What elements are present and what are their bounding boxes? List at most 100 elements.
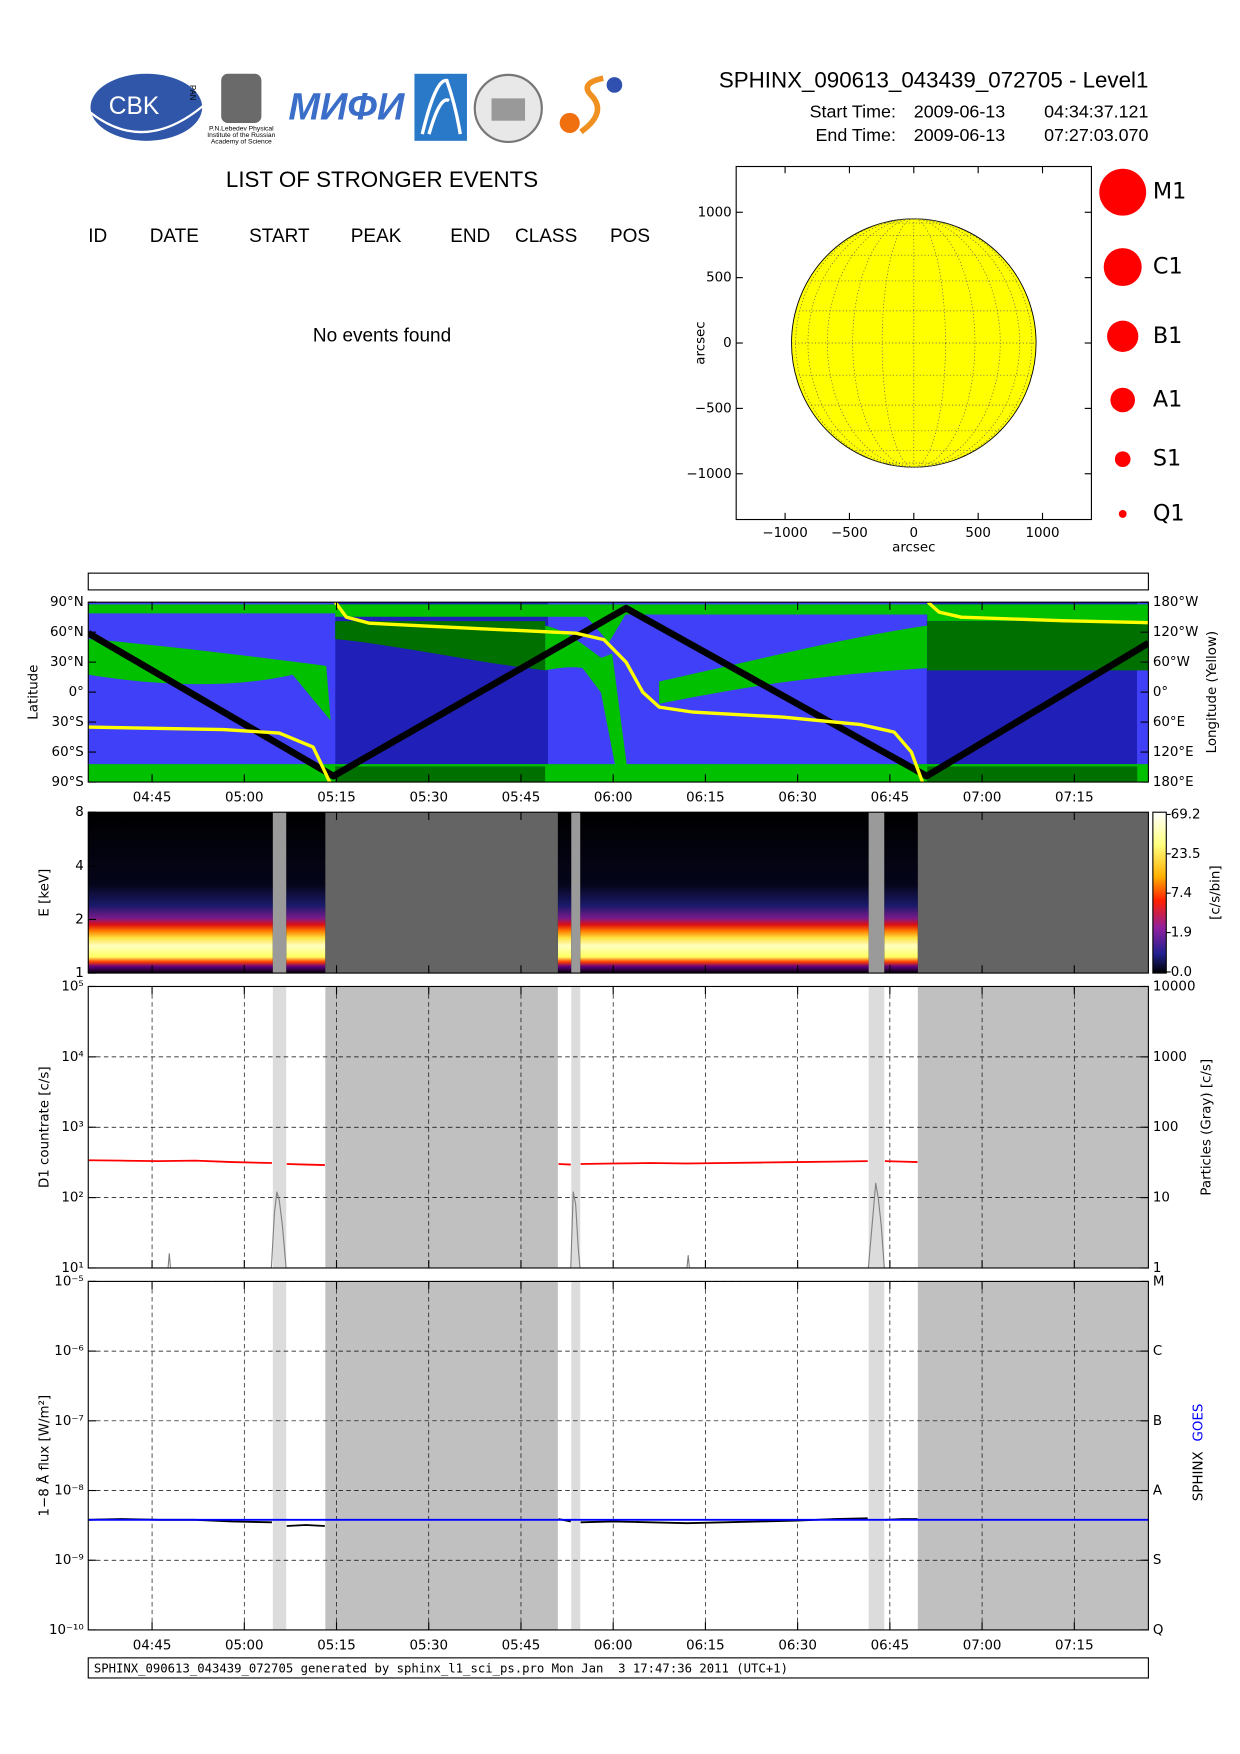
- radiation-belts: [88, 604, 1149, 783]
- y2-tick-label: 1: [1153, 1261, 1162, 1276]
- data-line: [88, 1159, 918, 1166]
- x-tick-label: 04:45: [133, 791, 172, 806]
- x-tick-label: 06:00: [594, 1639, 633, 1654]
- y-axis-label: D1 countrate [c/s]: [38, 1066, 53, 1188]
- x-tick-label: 06:45: [871, 1639, 910, 1654]
- y-axis-label: 1−8 Å flux [W/m²]: [36, 1395, 53, 1517]
- logo-caption: Academy of Science: [211, 139, 272, 146]
- countrate-plot: [88, 986, 1149, 1268]
- colorbar-label: 69.2: [1171, 807, 1201, 822]
- belt-region: [88, 639, 331, 721]
- spectrogram-bands: [88, 812, 1149, 974]
- orbit-lines: [88, 602, 1149, 783]
- legend-label: B1: [1153, 323, 1183, 349]
- events-message: No events found: [313, 325, 451, 346]
- y-tick-label: −500: [695, 401, 732, 416]
- flux-legend: SPHINX GOES: [1192, 1404, 1207, 1502]
- x-tick-label: −500: [831, 526, 868, 541]
- y-tick-label: 8: [75, 805, 84, 820]
- x-tick-label: 05:45: [502, 1639, 541, 1654]
- sun-map: −1000 −500 0 500 1000 −1000 −500 0 500 1000 arcsec…: [686, 166, 1186, 555]
- y2-tick-label: 100: [1153, 1120, 1179, 1135]
- y-tick-label: 10⁻⁸: [54, 1484, 83, 1499]
- column-header: START: [249, 226, 310, 247]
- colorbar-label: 1.9: [1171, 926, 1192, 941]
- y-axis-label: E [keV]: [38, 869, 53, 917]
- y-tick-label: 10⁻⁷: [54, 1414, 83, 1429]
- x-tick-label: 1000: [1025, 526, 1059, 541]
- y2-tick-label: M: [1153, 1274, 1165, 1289]
- data-gap: [868, 812, 885, 974]
- lebedev-portrait: [221, 73, 262, 123]
- column-header: DATE: [150, 226, 199, 247]
- logo-swoosh: [88, 101, 208, 134]
- y-tick-label: 90°N: [50, 595, 84, 610]
- x-tick-label: 06:30: [778, 1639, 817, 1654]
- belt-region: [335, 621, 546, 671]
- y2-tick-label: 120°E: [1153, 745, 1194, 760]
- column-header: PEAK: [351, 226, 402, 247]
- y-tick-label: 1000: [698, 205, 732, 220]
- data-gap: [917, 812, 1149, 974]
- footer-box: [87, 1657, 1149, 1679]
- spectrum-band: [884, 812, 918, 974]
- report-title: SPHINX_090613_043439_072705 - Level1: [719, 68, 1149, 93]
- y-tick-label: 1: [75, 966, 84, 981]
- data-gap: [272, 812, 287, 974]
- start-label: Start Time:: [810, 102, 896, 122]
- y-tick-label: 500: [706, 271, 732, 286]
- belt-region: [659, 625, 928, 704]
- data-line: [88, 604, 1149, 780]
- legend-entry: SPHINX: [1192, 1451, 1207, 1501]
- y-tick-label: 10⁻¹⁰: [49, 1623, 84, 1638]
- legend-label: A1: [1153, 386, 1182, 412]
- data-gap: [917, 1281, 1149, 1630]
- x-tick-label: −1000: [762, 526, 807, 541]
- colorbar-label: 23.5: [1171, 847, 1201, 862]
- logos: CBK PAN P.N.Lebedev Physical Institute o…: [88, 73, 623, 146]
- y-tick-label: 10⁻⁵: [54, 1274, 83, 1289]
- events-columns: ID DATE START PEAK END CLASS POS: [88, 226, 650, 247]
- end-date: 2009-06-13: [914, 125, 1005, 145]
- x-tick-label: 05:00: [225, 1639, 264, 1654]
- y-tick-label: 30°N: [50, 655, 84, 670]
- x-axis-label: arcsec: [892, 540, 935, 555]
- legend-label: Q1: [1153, 500, 1185, 526]
- logo-seal-building: [491, 98, 526, 121]
- data-gap: [272, 1281, 287, 1630]
- end-label: End Time:: [816, 125, 896, 145]
- x-tick-label: 500: [965, 526, 991, 541]
- logo-text: PAN: [188, 85, 197, 100]
- start-date: 2009-06-13: [914, 102, 1005, 122]
- y-tick-label: 10³: [61, 1120, 83, 1135]
- logo-globe: [606, 77, 623, 93]
- belt-region: [580, 653, 628, 774]
- column-header: CLASS: [515, 226, 577, 247]
- spectrum-band: [557, 812, 572, 974]
- data-gap: [571, 812, 581, 974]
- y-tick-label: 10⁻⁶: [54, 1344, 83, 1359]
- y-tick-label: 30°S: [52, 715, 84, 730]
- colorbar-label: 7.4: [1171, 886, 1192, 901]
- spectrum-band: [580, 812, 869, 974]
- belt-region: [545, 625, 604, 671]
- data-gap: [868, 1281, 885, 1630]
- orbit-plot: [88, 602, 1149, 783]
- x-tick-label: 06:00: [594, 791, 633, 806]
- y2-tick-label: B: [1153, 1414, 1162, 1429]
- x-tick-label: 07:15: [1055, 791, 1094, 806]
- y-tick-label: 60°N: [50, 625, 84, 640]
- spectrum-band: [88, 812, 273, 974]
- logo-caption: P.N.Lebedev Physical: [209, 125, 274, 132]
- belt-region: [88, 604, 1149, 643]
- y2-axis-label: Particles (Gray) [c/s]: [1199, 1059, 1214, 1196]
- end-time: 07:27:03.070: [1044, 125, 1148, 145]
- y-tick-label: −1000: [686, 467, 731, 482]
- x-tick-label: 07:00: [963, 1639, 1002, 1654]
- data-gap: [571, 1281, 581, 1630]
- y-tick-label: 60°S: [52, 745, 84, 760]
- belt-region: [927, 621, 1149, 671]
- column-header: POS: [610, 226, 650, 247]
- data-gap: [325, 812, 558, 974]
- colorbar: [1152, 811, 1167, 974]
